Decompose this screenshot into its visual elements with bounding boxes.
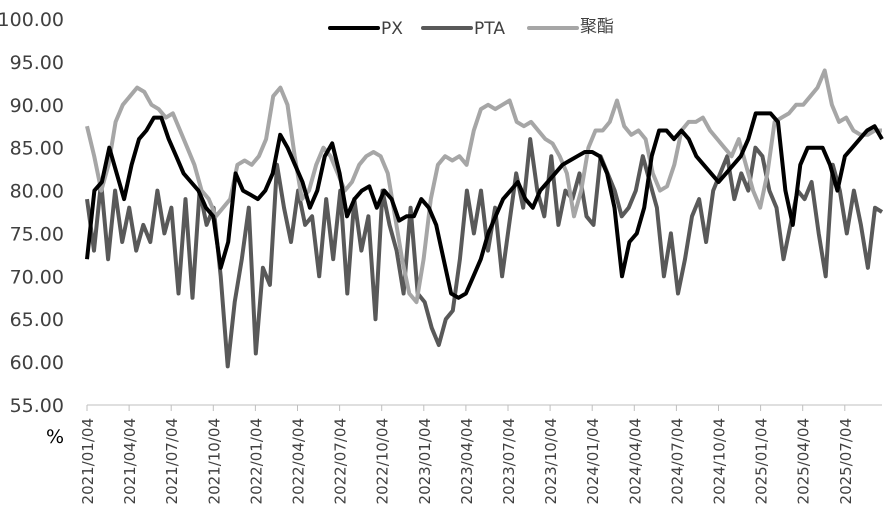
x-tick-label: 2023/10/04 bbox=[542, 418, 560, 504]
x-tick-label: 2021/10/04 bbox=[205, 418, 223, 504]
legend-item-px: PX bbox=[328, 19, 403, 39]
legend: PX PTA 聚酯 bbox=[328, 17, 614, 39]
x-tick-label: 2021/07/04 bbox=[163, 418, 181, 504]
legend-label-px: PX bbox=[381, 19, 403, 39]
y-tick-label: 80.00 bbox=[10, 181, 64, 203]
x-tick-label: 2025/04/04 bbox=[795, 418, 813, 504]
y-axis-unit-label: % bbox=[46, 426, 64, 448]
x-tick-label: 2024/04/04 bbox=[626, 418, 644, 504]
x-tick-label: 2023/01/04 bbox=[416, 418, 434, 504]
x-tick-label: 2021/04/04 bbox=[121, 418, 139, 504]
x-tick-label: 2024/07/04 bbox=[668, 418, 686, 504]
y-tick-label: 100.00 bbox=[0, 9, 64, 31]
y-tick-label: 90.00 bbox=[10, 95, 64, 117]
y-tick-label: 75.00 bbox=[10, 223, 64, 245]
x-axis: 2021/01/04 2021/04/04 2021/07/04 2021/10/04… bbox=[79, 404, 882, 504]
legend-label-polyester: 聚酯 bbox=[580, 17, 614, 37]
x-tick-label: 2024/01/04 bbox=[584, 418, 602, 504]
legend-item-polyester: 聚酯 bbox=[527, 17, 614, 37]
x-tick-label: 2025/07/04 bbox=[837, 418, 855, 504]
legend-label-pta: PTA bbox=[474, 19, 505, 39]
y-tick-label: 55.00 bbox=[10, 395, 64, 417]
y-tick-label: 85.00 bbox=[10, 138, 64, 160]
series-line-polyester bbox=[85, 68, 882, 305]
y-tick-label: 60.00 bbox=[10, 352, 64, 374]
legend-item-pta: PTA bbox=[421, 19, 505, 39]
y-tick-label: 70.00 bbox=[10, 266, 64, 288]
x-tick-label: 2025/01/04 bbox=[753, 418, 771, 504]
x-tick-label: 2024/10/04 bbox=[711, 418, 729, 504]
x-tick-label: 2023/07/04 bbox=[500, 418, 518, 504]
x-tick-label: 2023/04/04 bbox=[458, 418, 476, 504]
y-axis: 100.00 95.00 90.00 85.00 80.00 75.00 70.00 65.0… bbox=[0, 9, 64, 417]
x-tick-label: 2021/01/04 bbox=[79, 418, 97, 504]
x-tick-label: 2022/10/04 bbox=[374, 418, 392, 504]
x-tick-label: 2022/01/04 bbox=[247, 418, 265, 504]
y-tick-label: 65.00 bbox=[10, 309, 64, 331]
x-tick-label: 2022/04/04 bbox=[290, 418, 308, 504]
y-tick-label: 95.00 bbox=[10, 52, 64, 74]
series-line-px bbox=[85, 111, 884, 300]
x-tick-label: 2022/07/04 bbox=[332, 418, 350, 504]
series-group bbox=[85, 68, 884, 369]
